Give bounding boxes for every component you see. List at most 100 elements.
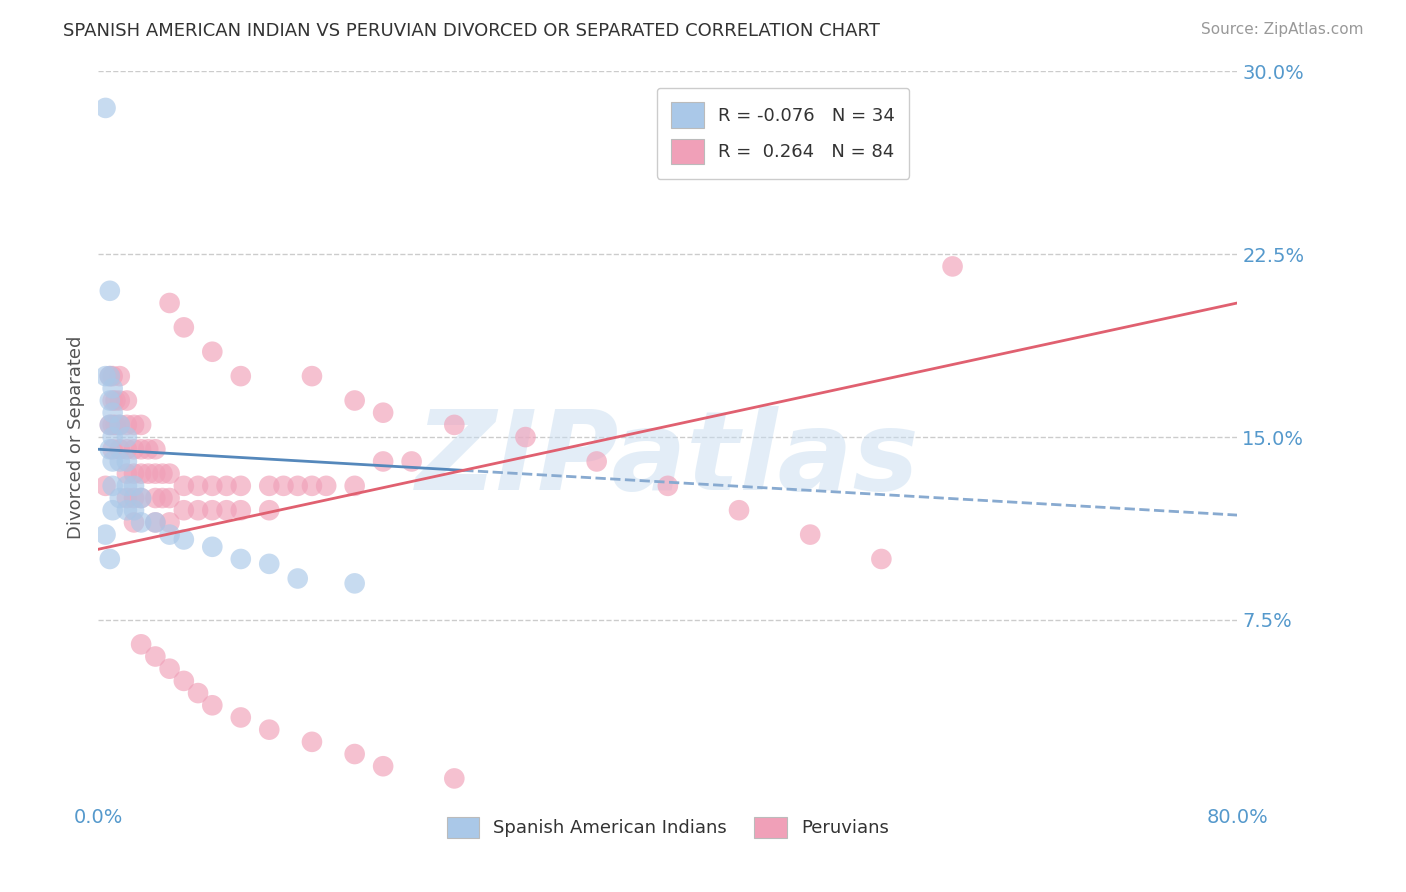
- Point: [136, 467, 159, 481]
- Point: [373, 406, 395, 420]
- Point: [229, 369, 252, 384]
- Point: [443, 417, 465, 432]
- Point: [585, 454, 607, 468]
- Point: [98, 284, 121, 298]
- Point: [159, 491, 181, 505]
- Point: [159, 296, 181, 310]
- Text: ZIPatlas: ZIPatlas: [416, 406, 920, 513]
- Point: [173, 320, 195, 334]
- Point: [259, 479, 281, 493]
- Point: [229, 710, 252, 724]
- Point: [515, 430, 537, 444]
- Point: [98, 369, 121, 384]
- Point: [122, 417, 145, 432]
- Point: [129, 467, 152, 481]
- Point: [104, 417, 127, 432]
- Point: [94, 479, 117, 493]
- Point: [229, 552, 252, 566]
- Point: [870, 552, 893, 566]
- Point: [215, 479, 238, 493]
- Point: [108, 442, 131, 457]
- Point: [108, 369, 131, 384]
- Point: [129, 516, 152, 530]
- Point: [942, 260, 965, 274]
- Point: [401, 454, 423, 468]
- Point: [98, 552, 121, 566]
- Point: [129, 442, 152, 457]
- Point: [108, 454, 131, 468]
- Point: [301, 735, 323, 749]
- Point: [343, 576, 366, 591]
- Point: [122, 442, 145, 457]
- Point: [101, 381, 124, 395]
- Point: [343, 479, 366, 493]
- Point: [101, 479, 124, 493]
- Point: [799, 527, 821, 541]
- Point: [159, 516, 181, 530]
- Point: [443, 772, 465, 786]
- Point: [122, 467, 145, 481]
- Y-axis label: Divorced or Separated: Divorced or Separated: [66, 335, 84, 539]
- Text: Source: ZipAtlas.com: Source: ZipAtlas.com: [1201, 22, 1364, 37]
- Point: [343, 393, 366, 408]
- Point: [101, 393, 124, 408]
- Point: [259, 503, 281, 517]
- Point: [101, 406, 124, 420]
- Point: [287, 572, 309, 586]
- Point: [115, 503, 138, 517]
- Point: [98, 442, 121, 457]
- Point: [187, 503, 209, 517]
- Point: [101, 430, 124, 444]
- Point: [657, 479, 679, 493]
- Point: [201, 503, 224, 517]
- Point: [94, 527, 117, 541]
- Point: [98, 369, 121, 384]
- Point: [152, 491, 174, 505]
- Point: [259, 557, 281, 571]
- Point: [315, 479, 337, 493]
- Point: [101, 503, 124, 517]
- Point: [187, 686, 209, 700]
- Point: [94, 101, 117, 115]
- Point: [94, 369, 117, 384]
- Point: [108, 417, 131, 432]
- Point: [129, 637, 152, 651]
- Point: [129, 491, 152, 505]
- Point: [98, 417, 121, 432]
- Point: [373, 454, 395, 468]
- Point: [145, 649, 167, 664]
- Point: [108, 491, 131, 505]
- Point: [201, 698, 224, 713]
- Point: [122, 503, 145, 517]
- Point: [201, 479, 224, 493]
- Point: [301, 369, 323, 384]
- Point: [122, 491, 145, 505]
- Point: [145, 516, 167, 530]
- Point: [115, 393, 138, 408]
- Point: [159, 527, 181, 541]
- Point: [159, 662, 181, 676]
- Point: [104, 393, 127, 408]
- Point: [101, 442, 124, 457]
- Point: [115, 467, 138, 481]
- Point: [173, 673, 195, 688]
- Point: [145, 467, 167, 481]
- Point: [728, 503, 751, 517]
- Point: [115, 454, 138, 468]
- Point: [122, 479, 145, 493]
- Point: [108, 417, 131, 432]
- Point: [129, 417, 152, 432]
- Point: [101, 454, 124, 468]
- Point: [201, 540, 224, 554]
- Point: [229, 503, 252, 517]
- Point: [201, 344, 224, 359]
- Point: [273, 479, 295, 493]
- Point: [145, 516, 167, 530]
- Point: [173, 479, 195, 493]
- Point: [122, 516, 145, 530]
- Text: SPANISH AMERICAN INDIAN VS PERUVIAN DIVORCED OR SEPARATED CORRELATION CHART: SPANISH AMERICAN INDIAN VS PERUVIAN DIVO…: [63, 22, 880, 40]
- Point: [108, 393, 131, 408]
- Point: [115, 479, 138, 493]
- Point: [159, 467, 181, 481]
- Point: [115, 430, 138, 444]
